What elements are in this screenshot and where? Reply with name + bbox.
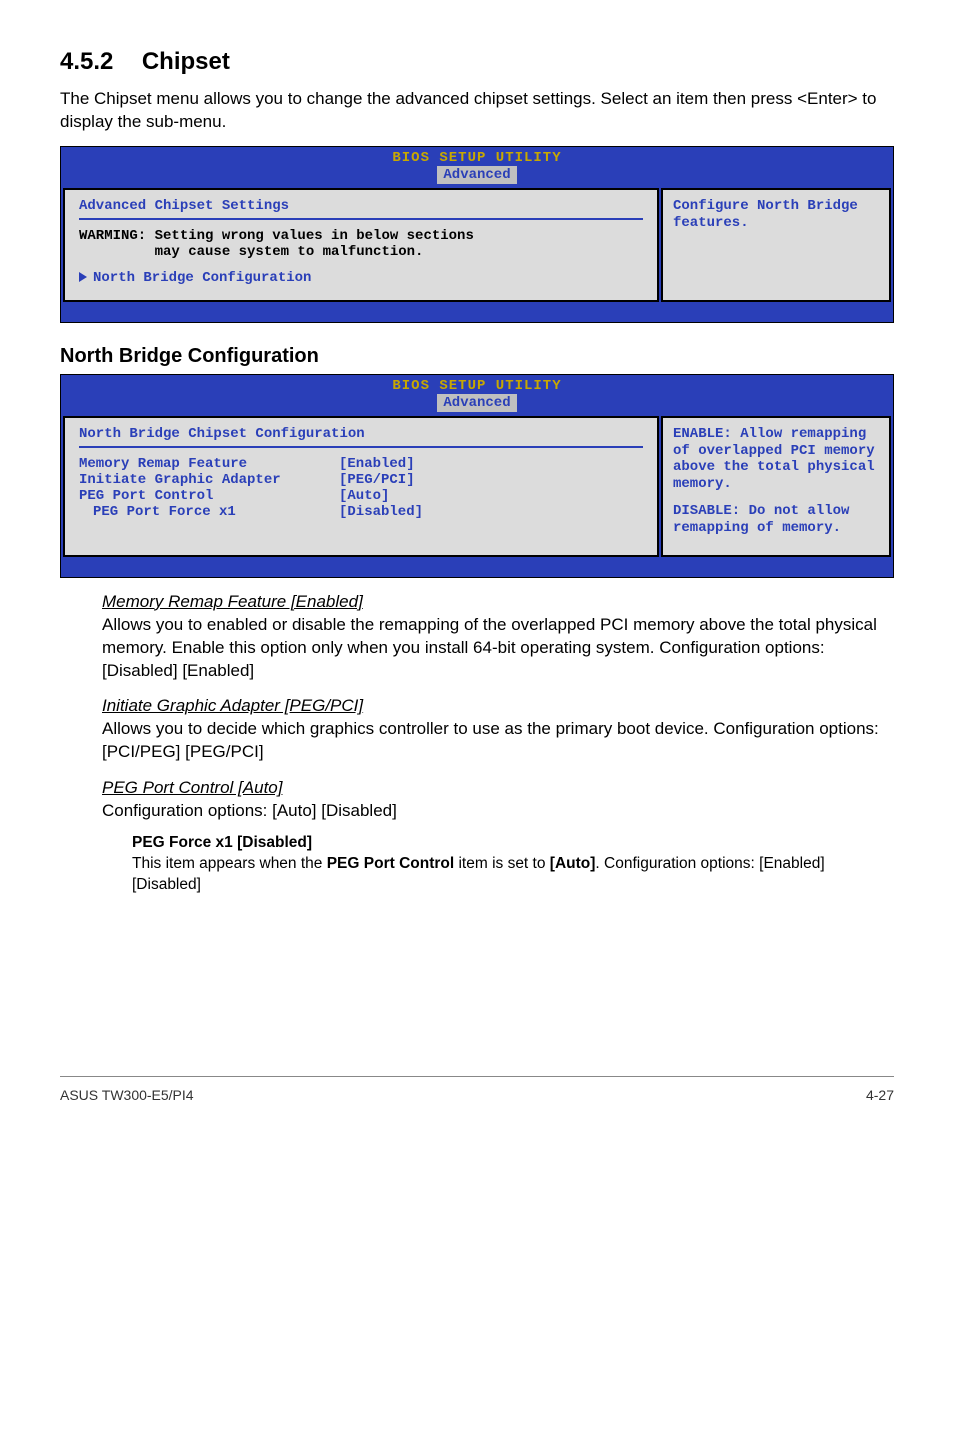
item-peg-force-desc: This item appears when the PEG Port Cont… bbox=[132, 854, 894, 896]
bios-setting-row[interactable]: Memory Remap Feature[Enabled] bbox=[79, 456, 643, 472]
subsection-heading: North Bridge Configuration bbox=[60, 345, 894, 368]
bios-left-heading-2: North Bridge Chipset Configuration bbox=[79, 426, 643, 448]
help-text-enable: ENABLE: Allow remapping of overlapped PC… bbox=[673, 426, 879, 493]
setting-value: [Disabled] bbox=[339, 504, 423, 520]
bios-setting-row[interactable]: Initiate Graphic Adapter[PEG/PCI] bbox=[79, 472, 643, 488]
setting-key: Initiate Graphic Adapter bbox=[79, 472, 339, 488]
menuitem-label: North Bridge Configuration bbox=[93, 270, 311, 286]
tab-advanced-2[interactable]: Advanced bbox=[437, 394, 516, 412]
bios-tabs: Advanced bbox=[61, 166, 893, 186]
bios-warning: WARMING: Setting wrong values in below s… bbox=[79, 228, 643, 260]
setting-value: [Auto] bbox=[339, 488, 389, 504]
triangle-icon bbox=[79, 272, 87, 282]
setting-value: [PEG/PCI] bbox=[339, 472, 415, 488]
item-memory-remap-desc: Allows you to enabled or disable the rem… bbox=[102, 614, 894, 683]
setting-key: Memory Remap Feature bbox=[79, 456, 339, 472]
bios-left-panel-2: North Bridge Chipset Configuration Memor… bbox=[63, 416, 659, 557]
bios-help-panel-2: ENABLE: Allow remapping of overlapped PC… bbox=[661, 416, 891, 557]
item-initiate-graphic-desc: Allows you to decide which graphics cont… bbox=[102, 718, 894, 764]
item-initiate-graphic-title: Initiate Graphic Adapter [PEG/PCI] bbox=[102, 696, 894, 716]
bios-menu-north-bridge[interactable]: North Bridge Configuration bbox=[79, 270, 643, 286]
section-title: Chipset bbox=[142, 48, 230, 76]
help-text-disable: DISABLE: Do not allow remapping of memor… bbox=[673, 503, 879, 537]
bios-help-panel: Configure North Bridge features. bbox=[661, 188, 891, 302]
setting-key: PEG Port Control bbox=[79, 488, 339, 504]
setting-key: PEG Port Force x1 bbox=[93, 504, 339, 520]
bios-title-2: BIOS SETUP UTILITY bbox=[61, 375, 893, 394]
item-peg-port-title: PEG Port Control [Auto] bbox=[102, 778, 894, 798]
help-text: Configure North Bridge features. bbox=[673, 198, 879, 232]
footer-page-number: 4-27 bbox=[866, 1087, 894, 1103]
item-memory-remap-title: Memory Remap Feature [Enabled] bbox=[102, 592, 894, 612]
item-peg-force-title: PEG Force x1 [Disabled] bbox=[132, 834, 312, 851]
setting-value: [Enabled] bbox=[339, 456, 415, 472]
bios-setting-row[interactable]: PEG Port Force x1[Disabled] bbox=[93, 504, 643, 520]
bios-left-heading: Advanced Chipset Settings bbox=[79, 198, 643, 220]
bios-setting-row[interactable]: PEG Port Control[Auto] bbox=[79, 488, 643, 504]
section-number: 4.5.2 bbox=[60, 48, 113, 76]
bios-tabs-2: Advanced bbox=[61, 394, 893, 414]
bios-left-panel: Advanced Chipset Settings WARMING: Setti… bbox=[63, 188, 659, 302]
bios-screenshot-chipset: BIOS SETUP UTILITY Advanced Advanced Chi… bbox=[60, 146, 894, 323]
bios-curve-decor-2 bbox=[63, 557, 891, 575]
bios-title: BIOS SETUP UTILITY bbox=[61, 147, 893, 166]
page-footer: ASUS TW300-E5/PI4 4-27 bbox=[60, 1076, 894, 1103]
bios-screenshot-northbridge: BIOS SETUP UTILITY Advanced North Bridge… bbox=[60, 374, 894, 578]
tab-advanced[interactable]: Advanced bbox=[437, 166, 516, 184]
intro-text: The Chipset menu allows you to change th… bbox=[60, 88, 894, 134]
footer-product: ASUS TW300-E5/PI4 bbox=[60, 1087, 194, 1103]
bios-curve-decor bbox=[63, 302, 891, 320]
item-peg-port-desc: Configuration options: [Auto] [Disabled] bbox=[102, 800, 894, 823]
